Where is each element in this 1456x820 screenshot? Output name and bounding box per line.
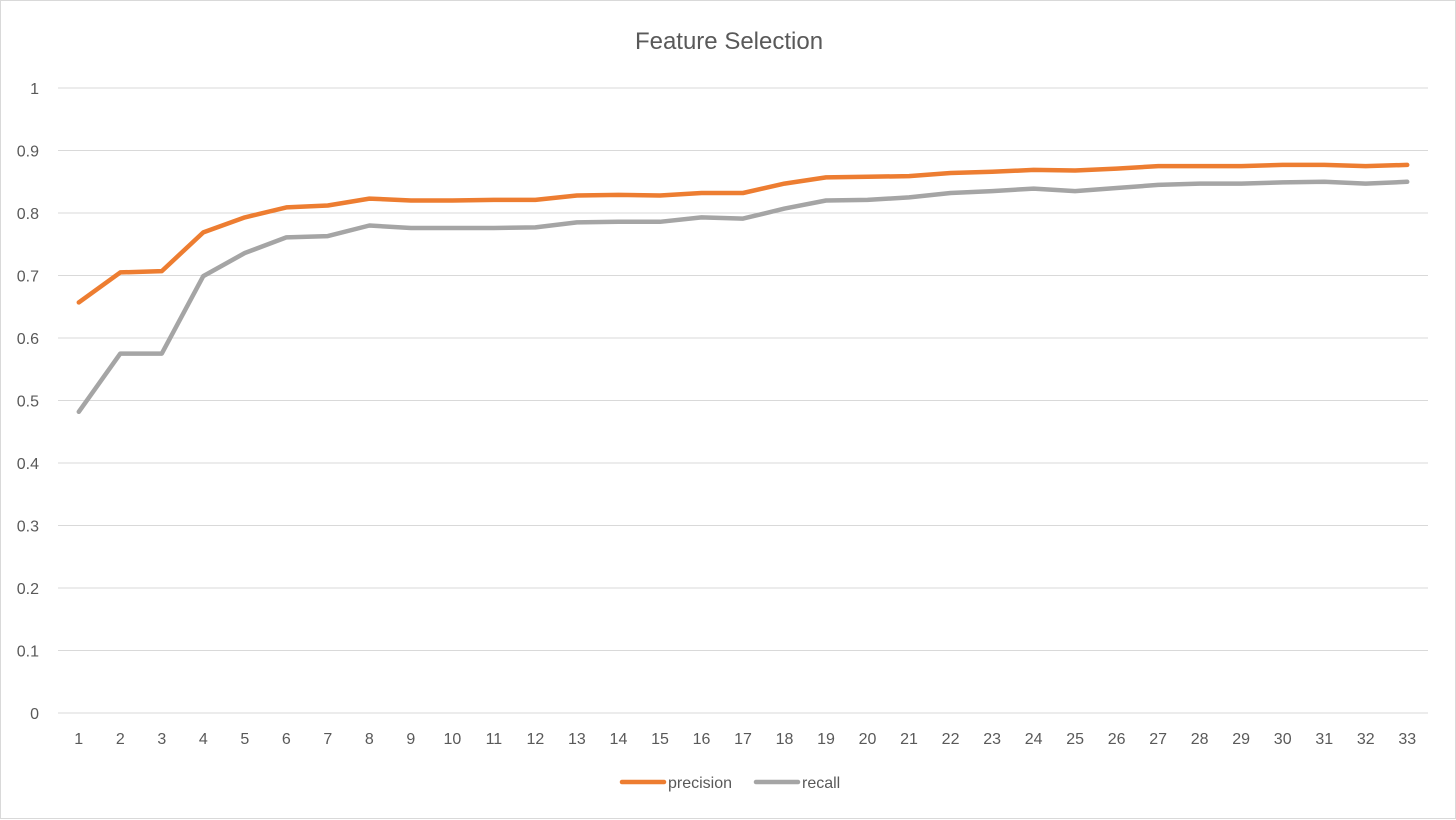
x-tick-label: 23	[983, 731, 1001, 748]
x-tick-label: 22	[942, 731, 960, 748]
x-tick-label: 25	[1066, 731, 1084, 748]
x-tick-label: 15	[651, 731, 669, 748]
x-tick-label: 13	[568, 731, 586, 748]
x-tick-label: 32	[1357, 731, 1375, 748]
legend-label-recall: recall	[802, 775, 840, 792]
y-tick-label: 0.7	[17, 269, 39, 286]
legend-label-precision: precision	[668, 775, 732, 792]
x-tick-label: 20	[859, 731, 877, 748]
x-tick-label: 12	[527, 731, 545, 748]
x-tick-label: 1	[74, 731, 83, 748]
x-tick-label: 11	[486, 731, 503, 748]
x-tick-label: 17	[734, 731, 752, 748]
y-tick-label: 1	[30, 81, 39, 98]
y-tick-label: 0.5	[17, 394, 39, 411]
x-tick-label: 3	[157, 731, 166, 748]
x-tick-label: 2	[116, 731, 125, 748]
x-tick-label: 7	[323, 731, 332, 748]
x-tick-label: 26	[1108, 731, 1126, 748]
x-tick-label: 27	[1149, 731, 1167, 748]
series-line-recall	[76, 179, 1410, 415]
x-tick-label: 8	[365, 731, 374, 748]
x-tick-label: 19	[817, 731, 835, 748]
x-tick-label: 10	[443, 731, 461, 748]
x-tick-label: 33	[1398, 731, 1416, 748]
y-tick-label: 0.8	[17, 206, 39, 223]
y-tick-label: 0.3	[17, 519, 39, 536]
x-tick-label: 31	[1315, 731, 1333, 748]
series-lines	[76, 162, 1410, 415]
x-tick-label: 14	[610, 731, 628, 748]
x-tick-label: 21	[900, 731, 918, 748]
y-tick-label: 0.2	[17, 581, 39, 598]
x-tick-label: 5	[240, 731, 249, 748]
x-tick-label: 28	[1191, 731, 1209, 748]
x-tick-label: 16	[693, 731, 711, 748]
x-tick-label: 24	[1025, 731, 1043, 748]
x-tick-label: 9	[406, 731, 415, 748]
legend: precision recall	[619, 775, 840, 792]
x-tick-label: 6	[282, 731, 291, 748]
y-tick-label: 0.1	[17, 644, 39, 661]
series-line-precision	[76, 162, 1410, 305]
y-tick-label: 0.6	[17, 331, 39, 348]
y-tick-label: 0.4	[17, 456, 39, 473]
y-tick-label: 0	[30, 706, 39, 723]
chart-title: Feature Selection	[635, 28, 823, 55]
x-axis-ticks: 1 2 3 4 5 6 7 8 9 10 11 12 13 14 15 16 17 18 19 20 21 22 23 24 2…	[74, 731, 1416, 748]
gridlines	[58, 87, 1428, 714]
y-tick-label: 0.9	[17, 144, 39, 161]
x-tick-label: 18	[776, 731, 794, 748]
y-axis-ticks: 0 0.1 0.2 0.3 0.4 0.5 0.6 0.7 0.8 0.9 1	[17, 81, 39, 723]
x-tick-label: 4	[199, 731, 208, 748]
x-tick-label: 30	[1274, 731, 1292, 748]
x-tick-label: 29	[1232, 731, 1250, 748]
